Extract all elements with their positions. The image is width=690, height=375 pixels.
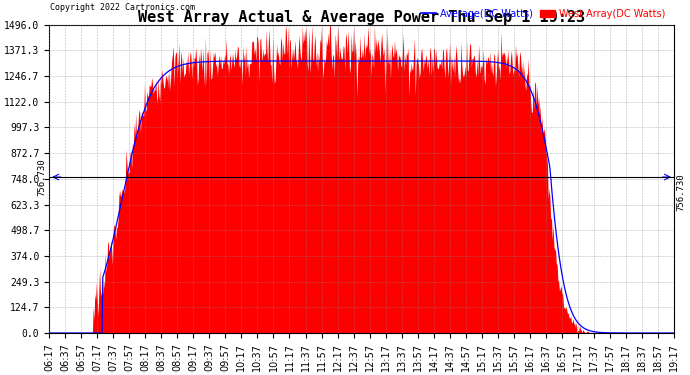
Text: Copyright 2022 Cartronics.com: Copyright 2022 Cartronics.com [50, 3, 195, 12]
Title: West Array Actual & Average Power Thu Sep 1 19:23: West Array Actual & Average Power Thu Se… [138, 10, 585, 25]
Text: 756.730: 756.730 [37, 158, 46, 196]
Legend: Average(DC Watts), West Array(DC Watts): Average(DC Watts), West Array(DC Watts) [417, 5, 669, 23]
